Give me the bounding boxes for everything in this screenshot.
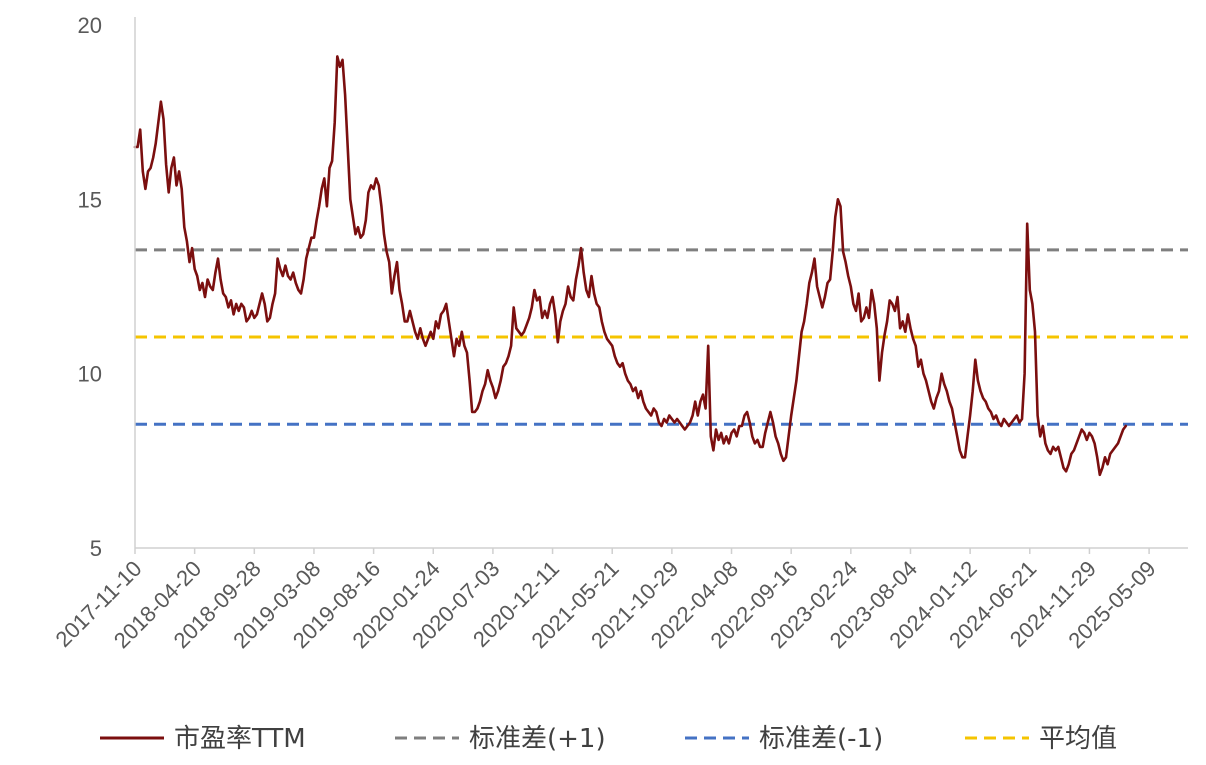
y-axis-tick-labels: 5 10 15 20 (78, 13, 102, 561)
y-tick-label: 5 (90, 536, 102, 561)
pe-series-line (133, 55, 1128, 477)
legend: 市盈率TTM 标准差(+1) 标准差(-1) 平均值 (100, 724, 1117, 754)
y-tick-label: 15 (78, 187, 102, 212)
pe-series (133, 55, 1128, 477)
legend-label: 标准差(+1) (469, 724, 606, 754)
legend-label: 标准差(-1) (759, 724, 883, 754)
y-tick-label: 20 (78, 13, 102, 38)
axes (134, 17, 1188, 554)
reference-lines (135, 248, 1188, 426)
x-axis-tick-labels: 2017-11-102018-04-202018-09-282019-03-08… (50, 556, 1160, 653)
legend-label: 平均值 (1039, 724, 1117, 754)
legend-label: 市盈率TTM (174, 724, 306, 754)
y-tick-label: 10 (78, 362, 102, 387)
